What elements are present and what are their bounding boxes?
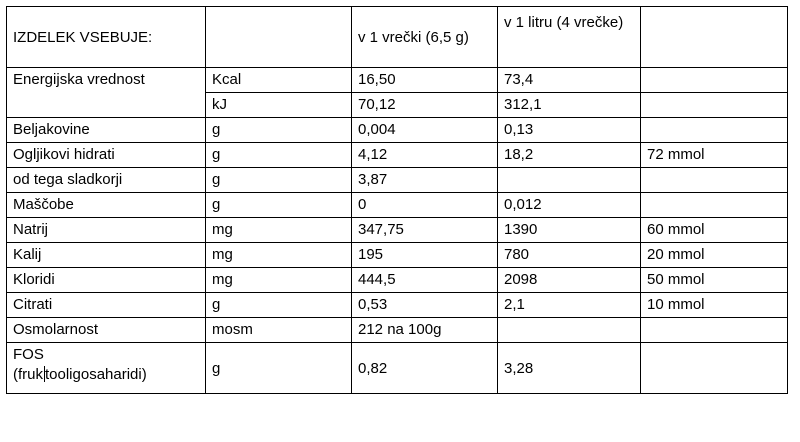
table-row: kJ 70,12 312,1: [7, 92, 788, 118]
row-per-litre: 312,1: [497, 92, 641, 118]
row-per-litre: [497, 317, 641, 343]
row-unit: mg: [205, 267, 352, 293]
row-per-sachet: 0,53: [351, 292, 498, 318]
fos-name-line2: (fruk tooligosaharidi): [13, 365, 199, 385]
row-per-litre: 2,1: [497, 292, 641, 318]
row-per-litre: [497, 167, 641, 193]
row-per-litre: 73,4: [497, 67, 641, 93]
nutrition-table: IZDELEK VSEBUJE: v 1 vrečki (6,5 g) v 1 …: [6, 6, 788, 394]
header-per-litre: v 1 litru (4 vrečke): [497, 6, 641, 68]
row-unit: Kcal: [205, 67, 352, 93]
row-mmol: [640, 167, 788, 193]
row-per-litre: 3,28: [497, 342, 641, 394]
table-row: Maščobe g 0 0,012: [6, 192, 788, 218]
row-name: Kalij: [6, 242, 206, 268]
row-mmol: [640, 67, 788, 93]
row-per-litre: 780: [497, 242, 641, 268]
row-mmol: 72 mmol: [640, 142, 788, 168]
row-mmol: 50 mmol: [640, 267, 788, 293]
row-name-fos: FOS (fruk tooligosaharidi): [6, 342, 206, 394]
row-per-sachet: 444,5: [351, 267, 498, 293]
table-header-row: IZDELEK VSEBUJE: v 1 vrečki (6,5 g) v 1 …: [6, 6, 788, 68]
fos-name-line1: FOS: [13, 346, 44, 363]
row-unit: g: [205, 142, 352, 168]
row-mmol: 10 mmol: [640, 292, 788, 318]
row-name: Kloridi: [6, 267, 206, 293]
table-row-fos: FOS (fruk tooligosaharidi) g 0,82 3,28: [6, 342, 788, 394]
table-row: Kloridi mg 444,5 2098 50 mmol: [6, 267, 788, 293]
header-unit-cell: [205, 6, 352, 68]
header-mmol-cell: [640, 6, 788, 68]
row-per-sachet: 4,12: [351, 142, 498, 168]
row-unit: g: [205, 342, 352, 394]
table-row: Ogljikovi hidrati g 4,12 18,2 72 mmol: [6, 142, 788, 168]
row-mmol: [640, 342, 788, 394]
row-per-litre: 2098: [497, 267, 641, 293]
row-per-litre: 0,012: [497, 192, 641, 218]
row-mmol: [640, 317, 788, 343]
row-mmol: [640, 117, 788, 143]
row-per-sachet: 212 na 100g: [351, 317, 498, 343]
row-per-sachet: 0,82: [351, 342, 498, 394]
row-unit: g: [205, 292, 352, 318]
row-name: Citrati: [6, 292, 206, 318]
row-per-sachet: 347,75: [351, 217, 498, 243]
row-per-sachet: 0,004: [351, 117, 498, 143]
table-row: Kalij mg 195 780 20 mmol: [6, 242, 788, 268]
row-unit: g: [205, 192, 352, 218]
row-unit: kJ: [205, 92, 352, 118]
row-per-sachet: 0: [351, 192, 498, 218]
row-per-sachet: 16,50: [351, 67, 498, 93]
header-label: IZDELEK VSEBUJE:: [6, 6, 206, 68]
row-per-sachet: 3,87: [351, 167, 498, 193]
row-mmol: 20 mmol: [640, 242, 788, 268]
row-mmol: [640, 92, 788, 118]
row-per-litre: 18,2: [497, 142, 641, 168]
row-unit: g: [205, 167, 352, 193]
row-unit: mg: [205, 217, 352, 243]
row-per-litre: 0,13: [497, 117, 641, 143]
row-per-litre: 1390: [497, 217, 641, 243]
row-name: Maščobe: [6, 192, 206, 218]
document-page: IZDELEK VSEBUJE: v 1 vrečki (6,5 g) v 1 …: [6, 6, 788, 394]
row-per-sachet: 195: [351, 242, 498, 268]
row-per-sachet: 70,12: [351, 92, 498, 118]
header-per-sachet: v 1 vrečki (6,5 g): [351, 6, 498, 68]
row-name: Beljakovine: [6, 117, 206, 143]
row-name: Energijska vrednost: [6, 67, 206, 118]
row-name: Ogljikovi hidrati: [6, 142, 206, 168]
table-row: od tega sladkorji g 3,87: [6, 167, 788, 193]
row-mmol: 60 mmol: [640, 217, 788, 243]
table-row: Citrati g 0,53 2,1 10 mmol: [6, 292, 788, 318]
row-unit: mg: [205, 242, 352, 268]
row-unit: mosm: [205, 317, 352, 343]
table-row: Energijska vrednost Kcal 16,50 73,4: [6, 67, 788, 118]
table-row: Beljakovine g 0,004 0,13: [6, 117, 788, 143]
row-mmol: [640, 192, 788, 218]
table-row: Osmolarnost mosm 212 na 100g: [6, 317, 788, 343]
row-unit: g: [205, 117, 352, 143]
table-row: Natrij mg 347,75 1390 60 mmol: [6, 217, 788, 243]
row-name: Natrij: [6, 217, 206, 243]
row-name: od tega sladkorji: [6, 167, 206, 193]
fos-name-part-a: (fruk: [13, 366, 43, 383]
fos-name-part-b: tooligosaharidi): [45, 366, 147, 383]
row-name: Osmolarnost: [6, 317, 206, 343]
text-cursor: [43, 366, 45, 382]
